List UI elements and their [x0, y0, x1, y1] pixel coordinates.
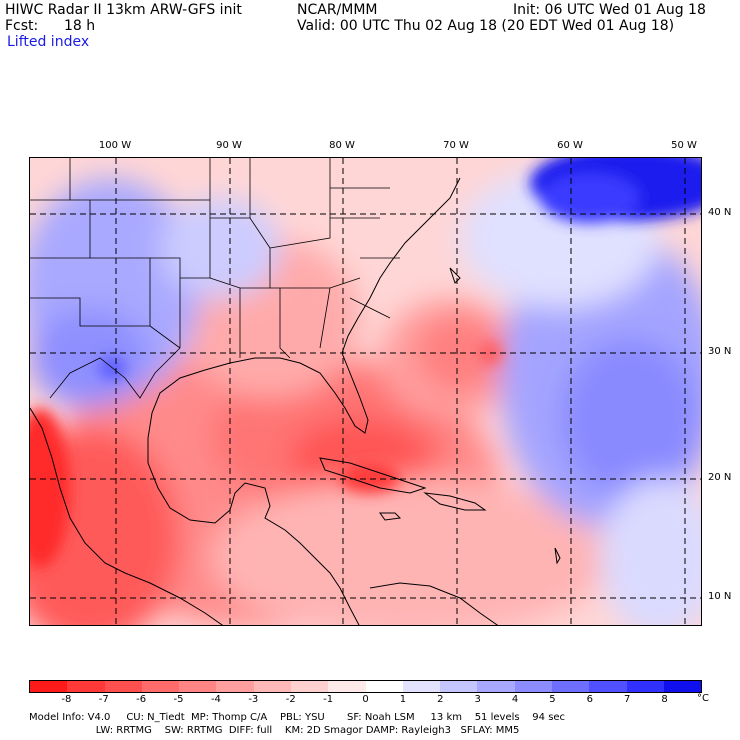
colorbar-swatch — [216, 681, 254, 692]
lat-label-20n: 20 N — [708, 472, 732, 483]
colorbar-swatch — [104, 681, 142, 692]
lat-label-10n: 10 N — [708, 591, 732, 602]
colorbar-swatch — [365, 681, 403, 692]
model-title: HIWC Radar II 13km ARW-GFS init — [5, 2, 242, 18]
colorbar-unit: °C — [697, 693, 709, 704]
colorbar-swatch — [402, 681, 441, 692]
colorbar-swatch — [440, 681, 478, 692]
lat-label-30n: 30 N — [708, 346, 732, 357]
model-info-line2: LW: RRTMG SW: RRTMG DIFF: full KM: 2D Sm… — [29, 725, 520, 736]
lon-label-100w: 100 W — [98, 140, 132, 151]
colorbar-swatch — [67, 681, 105, 692]
center-label: NCAR/MMM — [297, 2, 378, 18]
colorbar-tick-label: -5 — [173, 694, 184, 705]
lat-label-40n: 40 N — [708, 207, 732, 218]
colorbar-tick-label: 8 — [661, 694, 668, 705]
field-detail — [30, 158, 701, 568]
colorbar — [29, 680, 702, 693]
colorbar-tick-label: 7 — [624, 694, 631, 705]
lon-label-90w: 90 W — [216, 140, 242, 151]
lon-label-50w: 50 W — [671, 140, 697, 151]
colorbar-swatch — [626, 681, 664, 692]
colorbar-tick-label: 3 — [474, 694, 481, 705]
colorbar-tick-label: 4 — [511, 694, 519, 705]
colorbar-tick-label: 2 — [437, 694, 444, 705]
field-name: Lifted index — [7, 34, 90, 50]
political-boundaries — [30, 158, 400, 399]
colorbar-swatch — [290, 681, 329, 692]
colorbar-tick-label: 1 — [399, 694, 407, 705]
colorbar-swatch — [253, 681, 291, 692]
colorbar-swatch — [589, 681, 627, 692]
lon-label-60w: 60 W — [557, 140, 583, 151]
init-time: Init: 06 UTC Wed 01 Aug 18 — [513, 2, 706, 18]
colorbar-tick-label: 0 — [362, 694, 369, 705]
lon-label-80w: 80 W — [329, 140, 355, 151]
valid-time: Valid: 00 UTC Thu 02 Aug 18 (20 EDT Wed … — [297, 18, 675, 34]
colorbar-swatch — [30, 681, 68, 692]
colorbar-tick-label: -2 — [285, 694, 296, 705]
model-info-line1: Model Info: V4.0 CU: N_Tiedt MP: Thomp C… — [29, 712, 566, 723]
lon-label-70w: 70 W — [443, 140, 469, 151]
colorbar-tick-label: -6 — [136, 694, 147, 705]
coastlines — [30, 177, 561, 625]
colorbar-tick-label: -7 — [98, 694, 109, 705]
colorbar-tick-label: -8 — [61, 694, 72, 705]
colorbar-swatch — [477, 681, 515, 692]
colorbar-tick-label: 6 — [586, 694, 594, 705]
colorbar-tick-label: -3 — [248, 694, 259, 705]
colorbar-tick-label: -1 — [323, 694, 334, 705]
colorbar-swatch — [179, 681, 217, 692]
colorbar-tick-label: 5 — [549, 694, 556, 705]
colorbar-swatch — [514, 681, 552, 692]
colorbar-swatch — [328, 681, 366, 692]
colorbar-swatch — [663, 681, 702, 692]
lifted-index-map — [29, 157, 702, 626]
colorbar-swatch — [141, 681, 180, 692]
map-canvas — [30, 158, 701, 625]
colorbar-tick-label: -4 — [210, 694, 221, 705]
forecast-label: Fcst: — [5, 18, 39, 34]
colorbar-swatch — [551, 681, 590, 692]
lat-lon-grid — [30, 158, 701, 625]
forecast-hour: 18 h — [64, 18, 96, 34]
